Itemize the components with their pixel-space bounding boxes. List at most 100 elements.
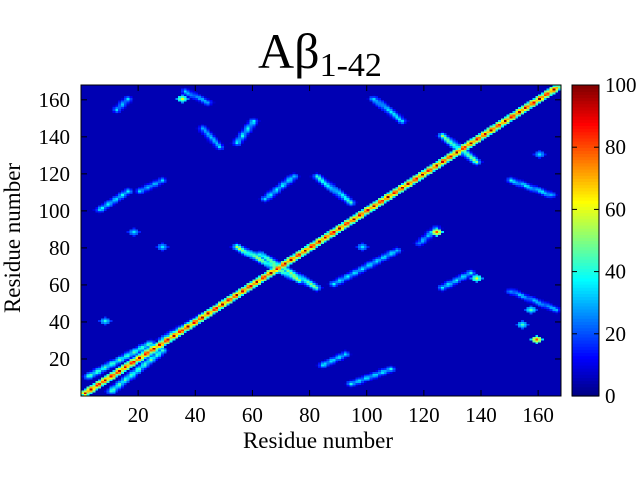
colorbar-band [572, 181, 599, 186]
colorbar-band [572, 240, 599, 245]
colorbar-band [572, 265, 599, 270]
colorbar-band [572, 277, 599, 282]
colorbar-band [572, 302, 599, 307]
colorbar-band [572, 112, 599, 117]
colorbar-band [572, 268, 599, 273]
colorbar-band [572, 234, 599, 238]
x-tick-label: 120 [408, 403, 440, 427]
colorbar-band [572, 383, 599, 388]
colorbar-band [572, 221, 599, 226]
colorbar-band [572, 284, 599, 288]
x-tick-label: 60 [242, 403, 263, 427]
colorbar-band [572, 175, 599, 179]
colorbar-band [572, 343, 599, 347]
x-tick-label: 100 [351, 403, 383, 427]
colorbar-band [572, 224, 599, 229]
y-tick-label: 40 [49, 310, 70, 334]
colorbar-band [572, 312, 599, 316]
colorbar-band [572, 355, 599, 360]
colorbar-band [572, 290, 599, 294]
colorbar-band [572, 374, 599, 378]
colorbar-band [572, 215, 599, 220]
chart-title-subscript: 1-42 [320, 47, 382, 84]
colorbar-band [572, 280, 599, 285]
colorbar-band [572, 262, 599, 266]
colorbar-band [572, 299, 599, 304]
colorbar-band [572, 150, 599, 155]
y-tick-label: 60 [49, 273, 70, 297]
colorbar-band [572, 131, 599, 136]
colorbar-band [572, 340, 599, 344]
colorbar-tick-label: 100 [605, 73, 637, 97]
y-axis-title: Residue number [0, 163, 25, 313]
colorbar-band [572, 106, 599, 111]
colorbar-band [572, 274, 599, 279]
colorbar-band [572, 324, 599, 329]
colorbar-tick-label: 0 [605, 384, 616, 408]
colorbar-band [572, 97, 599, 102]
colorbar-band [572, 218, 599, 223]
y-tick-label: 20 [49, 347, 70, 371]
colorbar-band [572, 249, 599, 254]
colorbar-band [572, 100, 599, 105]
colorbar-band [572, 128, 599, 133]
colorbar-band [572, 349, 599, 354]
colorbar-band [572, 333, 599, 338]
colorbar-band [572, 327, 599, 332]
colorbar-band [572, 352, 599, 357]
colorbar-band [572, 364, 599, 369]
colorbar-band [572, 147, 599, 151]
colorbar-band [572, 94, 599, 99]
colorbar-band [572, 109, 599, 114]
colorbar-band [572, 371, 599, 375]
colorbar-band [572, 103, 599, 108]
colorbar-band [572, 380, 599, 385]
colorbar-band [572, 119, 599, 123]
colorbar-band [572, 116, 599, 120]
colorbar-band [572, 190, 599, 195]
colorbar-band [572, 386, 599, 391]
colorbar-band [572, 91, 599, 95]
colorbar-frame [571, 84, 600, 397]
colorbar-band [572, 346, 599, 350]
plot-area [80, 84, 562, 397]
colorbar-band [572, 165, 599, 170]
colorbar-band [572, 153, 599, 158]
colorbar-band [572, 336, 599, 341]
y-tick-label: 120 [39, 162, 71, 186]
colorbar-band [572, 377, 599, 382]
colorbar-band [572, 256, 599, 260]
y-tick-label: 140 [39, 125, 71, 149]
x-tick-label: 80 [299, 403, 320, 427]
colorbar-tick-label: 20 [605, 322, 626, 346]
x-tick-label: 20 [128, 403, 149, 427]
axis-ticks: 20 40 60 80 100 120 140 160 20 40 60 80 100 120 140 160 [39, 85, 561, 427]
colorbar-band [572, 156, 599, 161]
colorbar-band [572, 296, 599, 301]
colorbar-band [572, 144, 599, 148]
colorbar-band [572, 259, 599, 263]
colorbar-band [572, 237, 599, 242]
x-tick-label: 160 [522, 403, 554, 427]
y-tick-label: 100 [39, 199, 71, 223]
x-tick-label: 140 [465, 403, 497, 427]
colorbar-band [572, 228, 599, 232]
colorbar-band [572, 193, 599, 198]
colorbar-band [572, 159, 599, 164]
colorbar-band [572, 287, 599, 291]
colorbar-band [572, 318, 599, 322]
colorbar-band [572, 196, 599, 201]
colorbar-band [572, 209, 599, 214]
colorbar-tick-label: 80 [605, 135, 626, 159]
colorbar-band [572, 305, 599, 310]
colorbar-band [572, 308, 599, 313]
colorbar-band [572, 321, 599, 326]
colorbar-band [572, 315, 599, 319]
colorbar-band [572, 140, 599, 145]
colorbar-band [572, 184, 599, 189]
colorbar-band [572, 231, 599, 235]
y-tick-label: 160 [39, 88, 71, 112]
chart-title: Aβ1-42 [258, 23, 382, 84]
colorbar-band [572, 168, 599, 173]
